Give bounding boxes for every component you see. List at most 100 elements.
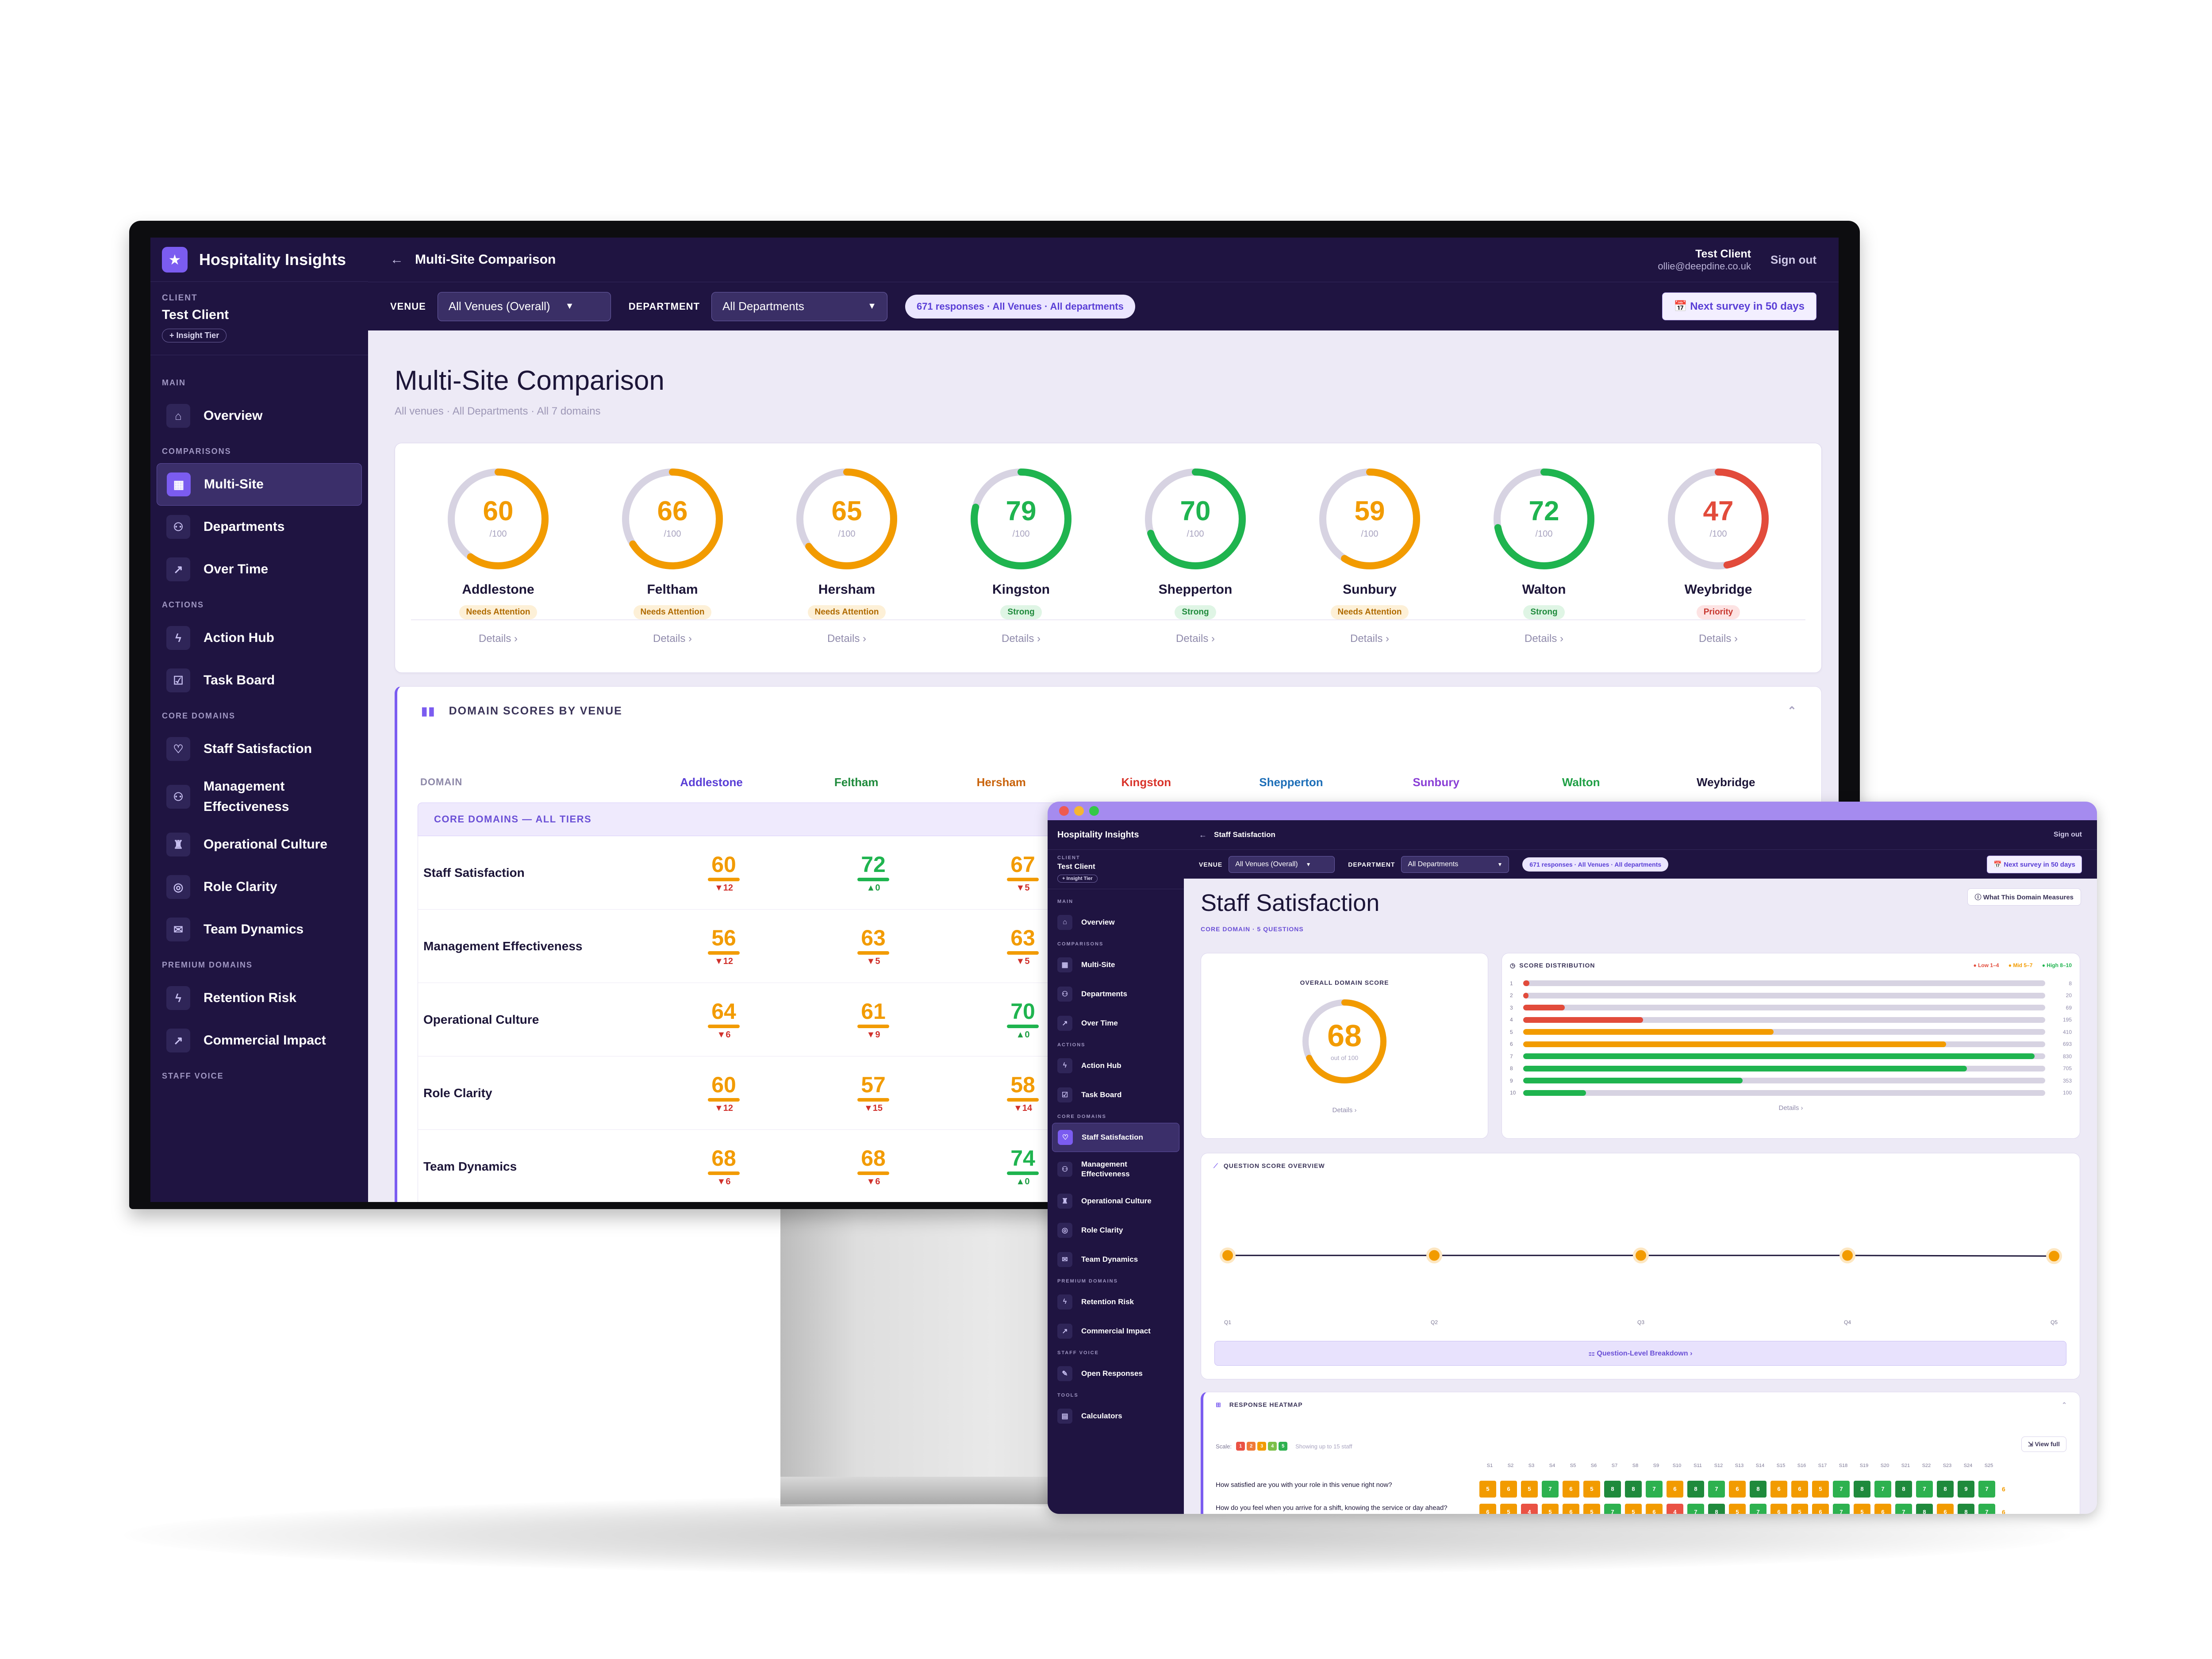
column-header-venue[interactable]: Sunbury	[1413, 775, 1459, 789]
heatmap-cell[interactable]: 7	[1874, 1481, 1891, 1498]
column-header-venue[interactable]: Weybridge	[1697, 775, 1755, 789]
heatmap-cell[interactable]: 7	[1895, 1504, 1912, 1514]
venue-gauge-addlestone[interactable]: 60/100 Addlestone Needs Attention	[411, 465, 585, 619]
heatmap-cell[interactable]: 5	[1542, 1504, 1559, 1514]
details-link[interactable]: Details ›	[1332, 1106, 1357, 1114]
sidebar-item-departments[interactable]: ⚇ Departments	[1048, 979, 1184, 1009]
venue-select[interactable]: All Venues (Overall) ▼	[437, 292, 611, 321]
venue-gauge-sunbury[interactable]: 59/100 Sunbury Needs Attention	[1283, 465, 1457, 619]
question-level-breakdown-button[interactable]: ⚏ Question-Level Breakdown ›	[1214, 1341, 2066, 1366]
heatmap-cell[interactable]: 7	[1708, 1481, 1725, 1498]
department-select[interactable]: All Departments ▼	[711, 292, 887, 321]
heatmap-cell[interactable]: 7	[1978, 1504, 1995, 1514]
sidebar-item-task-board[interactable]: ☑ Task Board	[150, 659, 368, 702]
heatmap-cell[interactable]: 4	[1521, 1504, 1538, 1514]
department-select[interactable]: All Departments ▼	[1401, 856, 1509, 873]
details-link[interactable]: Details ›	[1698, 633, 1738, 645]
venue-gauge-hersham[interactable]: 65/100 Hersham Needs Attention	[760, 465, 934, 619]
venue-gauge-feltham[interactable]: 66/100 Feltham Needs Attention	[585, 465, 760, 619]
sidebar-item-management-effectiveness[interactable]: ⚇ Management Effectiveness	[1048, 1152, 1184, 1187]
back-arrow-icon[interactable]: ←	[390, 252, 403, 267]
venue-gauge-shepperton[interactable]: 70/100 Shepperton Strong	[1108, 465, 1283, 619]
heatmap-cell[interactable]: 6	[1812, 1504, 1829, 1514]
back-arrow-icon[interactable]: ←	[1199, 830, 1207, 839]
details-link[interactable]: Details ›	[1001, 633, 1041, 645]
column-header-venue[interactable]: Shepperton	[1259, 775, 1323, 789]
heatmap-cell[interactable]: 6	[1563, 1504, 1579, 1514]
heatmap-cell[interactable]: 8	[1687, 1481, 1704, 1498]
heatmap-cell[interactable]: 8	[1604, 1481, 1621, 1498]
venue-select[interactable]: All Venues (Overall) ▼	[1229, 856, 1335, 873]
details-link[interactable]: Details ›	[827, 633, 867, 645]
heatmap-cell[interactable]: 5	[1625, 1504, 1642, 1514]
heatmap-cell[interactable]: 9	[1958, 1481, 1974, 1498]
heatmap-cell[interactable]: 6	[1874, 1504, 1891, 1514]
heatmap-cell[interactable]: 5	[1583, 1504, 1600, 1514]
heatmap-header[interactable]: ⊞ RESPONSE HEATMAP ⌃	[1203, 1392, 2080, 1417]
sidebar-item-calculators[interactable]: ▤ Calculators	[1048, 1402, 1184, 1431]
details-link[interactable]: Details ›	[1350, 633, 1390, 645]
heatmap-cell[interactable]: 5	[1854, 1504, 1870, 1514]
sidebar-item-role-clarity[interactable]: ◎ Role Clarity	[1048, 1216, 1184, 1245]
data-point[interactable]	[1633, 1247, 1649, 1263]
heatmap-cell[interactable]: 7	[1750, 1504, 1767, 1514]
heatmap-cell[interactable]: 8	[1937, 1481, 1954, 1498]
heatmap-cell[interactable]: 5	[1583, 1481, 1600, 1498]
window-maximize-icon[interactable]	[1089, 806, 1099, 816]
heatmap-cell[interactable]: 6	[1646, 1504, 1663, 1514]
heatmap-cell[interactable]: 7	[1542, 1481, 1559, 1498]
sidebar-item-action-hub[interactable]: ϟ Action Hub	[150, 617, 368, 659]
details-link[interactable]: Details ›	[1524, 633, 1564, 645]
heatmap-cell[interactable]: 7	[1833, 1481, 1850, 1498]
brand[interactable]: Hospitality Insights	[1048, 820, 1184, 849]
sign-out-link[interactable]: Sign out	[2054, 831, 2082, 838]
window-minimize-icon[interactable]	[1074, 806, 1084, 816]
sidebar-item-action-hub[interactable]: ϟ Action Hub	[1048, 1051, 1184, 1080]
sidebar-item-task-board[interactable]: ☑ Task Board	[1048, 1080, 1184, 1110]
heatmap-cell[interactable]: 7	[1916, 1481, 1933, 1498]
heatmap-cell[interactable]: 5	[1729, 1504, 1746, 1514]
collapse-icon[interactable]: ⌃	[1787, 705, 1797, 717]
heatmap-cell[interactable]: 7	[1646, 1481, 1663, 1498]
collapse-icon[interactable]: ⌃	[2062, 1401, 2067, 1408]
heatmap-cell[interactable]: 5	[1812, 1481, 1829, 1498]
domain-scores-header[interactable]: ▮▮ DOMAIN SCORES BY VENUE ⌃	[397, 687, 1821, 735]
heatmap-cell[interactable]: 8	[1958, 1504, 1974, 1514]
sidebar-item-multi-site[interactable]: ▦ Multi-Site	[157, 463, 362, 506]
next-survey-button[interactable]: 📅 Next survey in 50 days	[1987, 855, 2082, 873]
heatmap-cell[interactable]: 7	[1833, 1504, 1850, 1514]
heatmap-cell[interactable]: 8	[1625, 1481, 1642, 1498]
sidebar-item-open-responses[interactable]: ✎ Open Responses	[1048, 1359, 1184, 1388]
heatmap-cell[interactable]: 6	[1770, 1504, 1787, 1514]
heatmap-cell[interactable]: 5	[1500, 1504, 1517, 1514]
details-link[interactable]: Details ›	[478, 633, 518, 645]
data-point[interactable]	[1839, 1247, 1855, 1263]
column-header-venue[interactable]: Walton	[1562, 775, 1600, 789]
sidebar-item-operational-culture[interactable]: ♜ Operational Culture	[1048, 1187, 1184, 1216]
heatmap-cell[interactable]: 4	[1667, 1504, 1683, 1514]
next-survey-button[interactable]: 📅 Next survey in 50 days	[1662, 292, 1816, 320]
details-link[interactable]: Details ›	[1778, 1104, 1803, 1112]
sidebar-item-over-time[interactable]: ↗ Over Time	[150, 548, 368, 591]
data-point[interactable]	[2046, 1248, 2062, 1264]
sidebar-item-departments[interactable]: ⚇ Departments	[150, 506, 368, 548]
sidebar-item-management-effectiveness[interactable]: ⚇ Management Effectiveness	[150, 770, 368, 823]
heatmap-cell[interactable]: 7	[1978, 1481, 1995, 1498]
sidebar-item-retention-risk[interactable]: ϟ Retention Risk	[150, 977, 368, 1019]
heatmap-cell[interactable]: 6	[1770, 1481, 1787, 1498]
heatmap-cell[interactable]: 7	[1604, 1504, 1621, 1514]
heatmap-cell[interactable]: 6	[1563, 1481, 1579, 1498]
heatmap-cell[interactable]: 6	[1791, 1481, 1808, 1498]
heatmap-cell[interactable]: 5	[1479, 1481, 1496, 1498]
sidebar-item-staff-satisfaction[interactable]: ♡ Staff Satisfaction	[150, 728, 368, 770]
heatmap-cell[interactable]: 5	[1521, 1481, 1538, 1498]
sidebar-item-overview[interactable]: ⌂ Overview	[1048, 908, 1184, 937]
data-point[interactable]	[1220, 1247, 1236, 1263]
view-full-button[interactable]: ⇲ View full	[2021, 1436, 2066, 1452]
sidebar-item-over-time[interactable]: ↗ Over Time	[1048, 1009, 1184, 1038]
heatmap-cell[interactable]: 6	[1479, 1504, 1496, 1514]
heatmap-cell[interactable]: 6	[1500, 1481, 1517, 1498]
sidebar-item-commercial-impact[interactable]: ↗ Commercial Impact	[150, 1019, 368, 1062]
venue-gauge-kingston[interactable]: 79/100 Kingston Strong	[934, 465, 1108, 619]
heatmap-cell[interactable]: 7	[1687, 1504, 1704, 1514]
